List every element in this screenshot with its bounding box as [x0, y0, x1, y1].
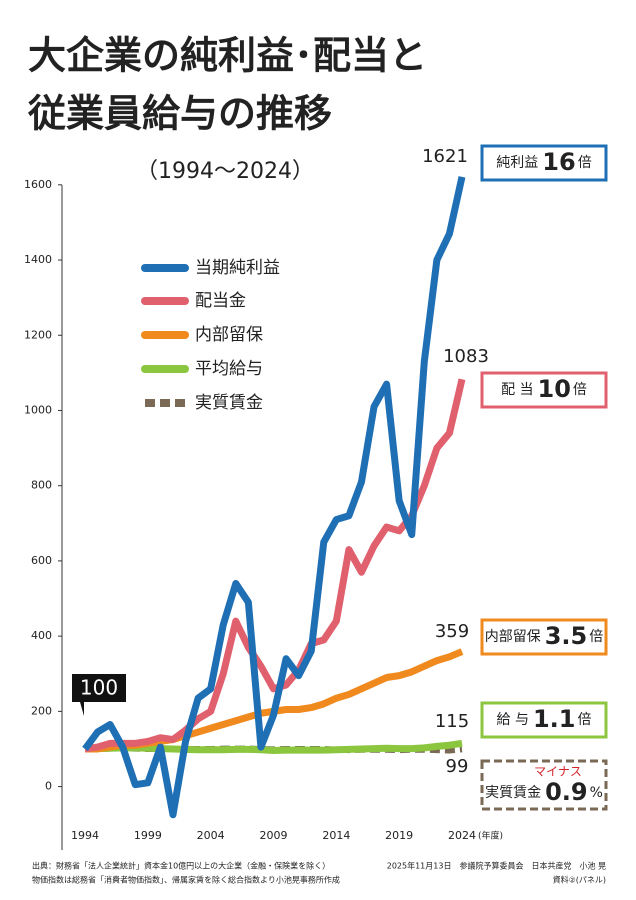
multiplier-value: 0.9	[545, 778, 588, 806]
multiplier-unit: 倍	[577, 712, 591, 728]
footer: 2025年11月13日 参議院予算委員会 日本共産党 小池 晃	[387, 861, 606, 871]
multiplier-label: 配 当	[501, 382, 533, 398]
multiplier-label: 内部留保	[485, 629, 541, 645]
y-tick-label: 200	[31, 704, 52, 717]
multiplier-value: 10	[538, 375, 571, 403]
start-box	[72, 674, 126, 702]
end-label: 1083	[443, 346, 489, 367]
x-tick-label: 2004	[197, 829, 225, 842]
series-line	[84, 378, 466, 753]
chart-title: 大企業の純利益･配当と	[28, 34, 427, 78]
y-tick-label: 1600	[24, 178, 52, 191]
x-tick-label: 2024	[448, 829, 476, 842]
x-tick-label: 1999	[134, 829, 162, 842]
series-line	[84, 739, 463, 754]
y-tick-label: 1200	[24, 328, 52, 341]
multiplier-unit: 倍	[578, 155, 592, 171]
y-tick-label: 0	[45, 780, 52, 793]
start-pointer	[80, 702, 84, 716]
legend-label: 配当金	[195, 291, 246, 311]
legend-label: 実質賃金	[195, 393, 263, 413]
x-tick-label: 2009	[260, 829, 288, 842]
series-line	[82, 176, 466, 819]
footer: 物価指数は総務省「消費者物価指数」、帰属家賃を除く総合指数より小池晃事務所作成	[32, 875, 340, 885]
y-tick-label: 600	[31, 554, 52, 567]
footer: 資料②(パネル)	[553, 875, 606, 885]
multiplier-value: 1.1	[533, 705, 576, 733]
multiplier-text: 内部留保 3.5 倍	[485, 622, 604, 650]
y-tick-label: 400	[31, 629, 52, 642]
multiplier-label: 給 与	[497, 712, 529, 728]
multiplier-text: 配 当 10 倍	[501, 375, 587, 403]
multiplier-box	[480, 759, 608, 811]
start-label: 100	[80, 676, 118, 700]
multiplier-label: 実質賃金	[485, 785, 541, 801]
multiplier-label: 純利益	[496, 155, 538, 171]
end-label: 115	[435, 711, 469, 732]
x-tick-label: 2019	[385, 829, 413, 842]
multiplier-value: 16	[542, 148, 575, 176]
multiplier-unit: 倍	[589, 629, 603, 645]
y-tick-label: 800	[31, 479, 52, 492]
multiplier-box	[480, 618, 608, 656]
legend-label: 当期純利益	[195, 258, 280, 278]
end-label: 359	[435, 621, 469, 642]
multiplier-unit: %	[590, 785, 603, 801]
y-tick-label: 1000	[24, 403, 52, 416]
multiplier-unit: 倍	[573, 382, 587, 398]
x-tick-label: 2014	[322, 829, 350, 842]
multiplier-text: 給 与 1.1 倍	[497, 705, 592, 733]
multiplier-value: 3.5	[545, 622, 588, 650]
footer: 出典：財務省「法人企業統計」資本金10億円以上の大企業（金融・保険業を除く）	[32, 861, 330, 871]
multiplier-text: 実質賃金 0.9%	[485, 778, 603, 806]
x-tick-label: 1994	[71, 829, 99, 842]
multiplier-box	[480, 144, 608, 182]
multiplier-box	[480, 371, 608, 409]
end-label: 1621	[422, 146, 468, 167]
multiplier-note: マイナス	[534, 765, 582, 779]
end-label: 99	[446, 756, 469, 777]
chart-title: 従業員給与の推移	[27, 92, 332, 136]
legend-label: 内部留保	[195, 325, 263, 345]
multiplier-text: 純利益 16 倍	[496, 148, 591, 176]
y-tick-label: 1400	[24, 253, 52, 266]
legend-label: 平均給与	[195, 359, 263, 379]
x-axis-label: (年度)	[478, 830, 503, 842]
multiplier-box	[480, 701, 608, 739]
chart-subtitle: （1994～2024）	[136, 159, 314, 184]
